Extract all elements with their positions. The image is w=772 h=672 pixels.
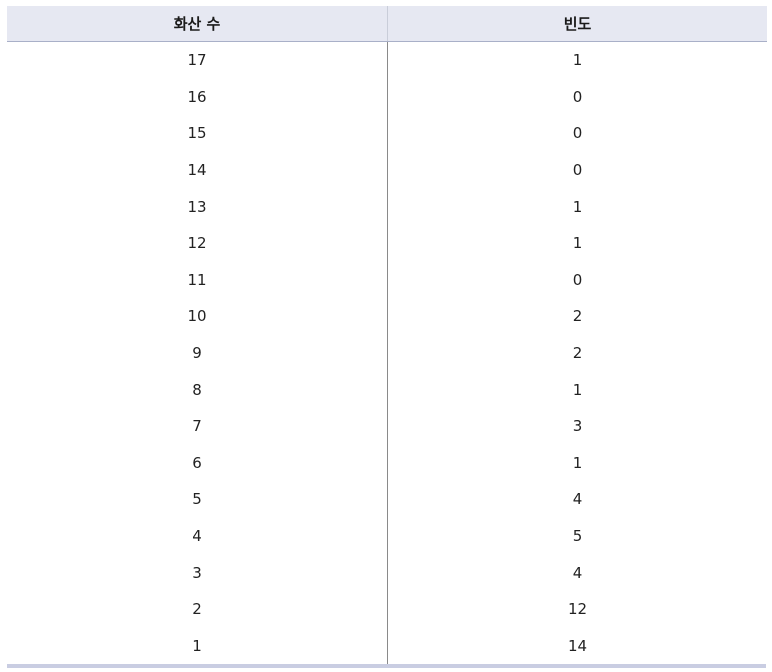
- cell-volcano-count: 1: [7, 627, 388, 665]
- cell-volcano-count: 14: [7, 151, 388, 189]
- cell-frequency: 0: [572, 270, 583, 289]
- table-bottom-rule: [7, 664, 766, 669]
- cell-volcano-count: 9: [7, 334, 388, 372]
- table-row: 17 1: [7, 41, 767, 79]
- table-row: 15 0: [7, 115, 767, 152]
- cell-frequency: 4: [572, 490, 583, 509]
- header-row: 화산 수 빈도: [7, 6, 767, 42]
- cell-volcano-count: 3: [7, 554, 388, 591]
- table-body: 17 1 16 0 15 0 14 0 13 1 12 1 11 0 10 2 9 2 8 1 7 3 6 1 5 4 4 5 3 4 2 1…: [7, 41, 767, 665]
- cell-volcano-count: 12: [7, 224, 388, 262]
- cell-frequency: 2: [572, 307, 583, 326]
- cell-volcano-count: 13: [7, 188, 388, 225]
- cell-frequency: 1: [572, 51, 583, 70]
- cell-volcano-count: 7: [7, 407, 388, 445]
- cell-frequency: 12: [567, 600, 588, 619]
- cell-frequency: 1: [572, 234, 583, 253]
- header-frequency: 빈도: [387, 6, 767, 42]
- volcano-frequency-table: 화산 수 빈도 17 1 16 0 15 0 14 0 13 1 12 1 11 0 10 2 9 2 8 1 7 3 6 1…: [7, 6, 767, 665]
- table-row: 12 1: [7, 224, 767, 262]
- cell-volcano-count: 4: [7, 517, 388, 555]
- cell-frequency: 1: [572, 380, 583, 399]
- cell-volcano-count: 16: [7, 78, 388, 116]
- cell-frequency: 4: [572, 563, 583, 582]
- table-row: 1 14: [7, 627, 767, 665]
- table-row: 2 12: [7, 590, 767, 628]
- cell-frequency: 3: [572, 417, 583, 436]
- cell-frequency: 0: [572, 87, 583, 106]
- cell-volcano-count: 5: [7, 481, 388, 518]
- frequency-table-container: 화산 수 빈도 17 1 16 0 15 0 14 0 13 1 12 1 11 0 10 2 9 2 8 1 7 3 6 1…: [7, 6, 767, 669]
- cell-volcano-count: 8: [7, 371, 388, 408]
- cell-volcano-count: 10: [7, 298, 388, 335]
- cell-volcano-count: 15: [7, 115, 388, 152]
- table-row: 16 0: [7, 78, 767, 116]
- table-row: 13 1: [7, 188, 767, 225]
- cell-volcano-count: 6: [7, 444, 388, 482]
- cell-frequency: 1: [572, 197, 583, 216]
- table-row: 14 0: [7, 151, 767, 189]
- table-row: 11 0: [7, 261, 767, 299]
- cell-frequency: 14: [567, 636, 588, 655]
- cell-frequency: 5: [572, 527, 583, 546]
- cell-frequency: 2: [572, 344, 583, 363]
- table-row: 10 2: [7, 298, 767, 335]
- cell-frequency: 0: [572, 161, 583, 180]
- header-volcano-count: 화산 수: [7, 6, 388, 42]
- cell-frequency: 0: [572, 124, 583, 143]
- cell-volcano-count: 2: [7, 590, 388, 628]
- table-header: 화산 수 빈도: [7, 6, 767, 42]
- cell-volcano-count: 11: [7, 261, 388, 299]
- cell-frequency: 1: [572, 453, 583, 472]
- cell-volcano-count: 17: [7, 41, 388, 79]
